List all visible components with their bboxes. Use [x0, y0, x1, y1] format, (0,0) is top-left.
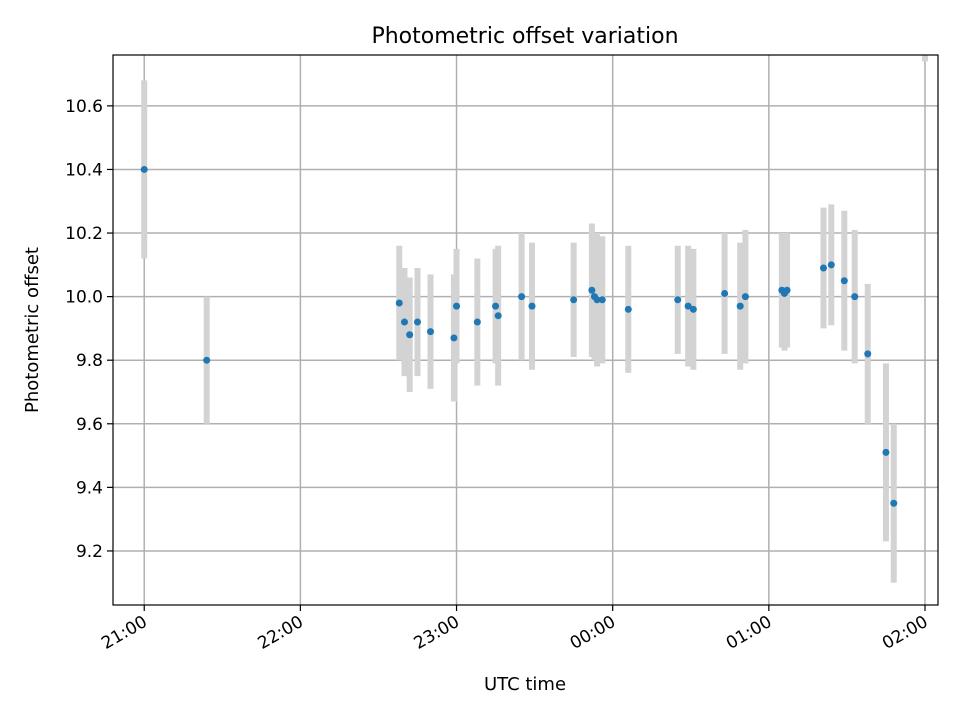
data-point	[864, 350, 872, 358]
data-point	[413, 318, 421, 326]
x-axis-label: UTC time	[484, 674, 566, 695]
data-point	[518, 293, 526, 301]
data-point	[882, 448, 890, 456]
y-tick-label: 10.6	[65, 97, 103, 117]
data-point	[400, 318, 408, 326]
data-point	[674, 296, 682, 304]
data-point	[741, 293, 749, 301]
data-point	[406, 331, 414, 339]
data-point	[494, 312, 502, 320]
y-tick-label: 10.0	[65, 288, 103, 308]
y-axis-label: Photometric offset	[22, 247, 43, 413]
y-tick-label: 10.2	[65, 224, 103, 244]
y-tick-label: 9.2	[76, 542, 103, 562]
data-point	[890, 499, 898, 507]
data-point	[528, 302, 536, 310]
chart-title: Photometric offset variation	[371, 24, 678, 49]
data-points	[140, 165, 898, 507]
y-tick-label: 10.4	[65, 160, 103, 180]
data-point	[593, 296, 601, 304]
data-point	[395, 299, 403, 307]
data-point	[819, 264, 827, 272]
data-point	[453, 302, 461, 310]
data-point	[570, 296, 578, 304]
data-point	[827, 261, 835, 269]
data-point	[492, 302, 500, 310]
data-point	[684, 302, 692, 310]
data-point	[736, 302, 744, 310]
y-tick-label: 9.8	[76, 351, 103, 371]
data-point	[783, 286, 791, 294]
data-point	[473, 318, 481, 326]
data-point	[721, 289, 729, 297]
y-tick-label: 9.4	[76, 478, 103, 498]
data-point	[450, 334, 458, 342]
y-tick-label: 9.6	[76, 415, 103, 435]
data-point	[140, 165, 148, 173]
data-point	[624, 305, 632, 313]
plot-frame	[112, 54, 939, 606]
data-point	[598, 296, 606, 304]
data-point	[689, 305, 697, 313]
data-point	[427, 328, 435, 336]
data-point	[588, 286, 596, 294]
data-point	[840, 277, 848, 285]
data-point	[203, 356, 211, 364]
data-point	[851, 293, 859, 301]
